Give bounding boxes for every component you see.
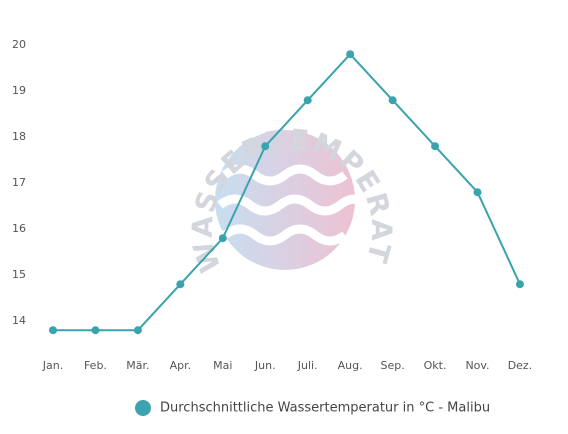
point	[431, 142, 440, 151]
point	[218, 234, 227, 243]
point	[303, 96, 312, 105]
y-tick-label: 14	[12, 314, 26, 327]
point	[49, 326, 57, 335]
watermark: WASSERTEMPERATUR.ORG	[0, 0, 396, 277]
x-tick-label: Jan.	[42, 359, 63, 372]
y-tick-label: 18	[12, 130, 26, 143]
legend-marker[interactable]	[135, 400, 151, 416]
line	[53, 52, 521, 332]
point	[133, 326, 142, 335]
x-tick-label: Mai	[213, 359, 232, 372]
plot: 14 15 16 17 18 19 20 Jan. Feb. Mär. Apr. Mai Jun. Jul…	[12, 38, 532, 372]
x-tick-label: Apr.	[170, 359, 192, 372]
point	[176, 280, 185, 289]
x-tick-label: Juli.	[297, 359, 318, 372]
y-tick-label: 20	[12, 38, 26, 51]
y-tick-label: 16	[12, 222, 26, 235]
point	[91, 326, 100, 335]
x-tick-label: Nov.	[465, 359, 489, 372]
point	[515, 280, 524, 289]
x-tick-label: Dez.	[508, 359, 533, 372]
point	[473, 188, 482, 197]
x-tick-label: Mär.	[126, 359, 149, 372]
x-tick-label: Okt.	[424, 359, 447, 372]
y-tick-label: 15	[12, 268, 26, 281]
point	[388, 96, 397, 105]
x-tick-label: Aug.	[338, 359, 363, 372]
y-tick-label: 19	[12, 84, 26, 97]
x-tick-label: Jun.	[254, 359, 276, 372]
point	[261, 142, 270, 151]
point	[346, 50, 355, 59]
x-tick-label: Feb.	[84, 359, 107, 372]
x-tick-label: Sep.	[380, 359, 404, 372]
legend-label[interactable]: Durchschnittliche Wassertemperatur in °C…	[160, 401, 490, 416]
y-tick-label: 17	[12, 176, 26, 189]
